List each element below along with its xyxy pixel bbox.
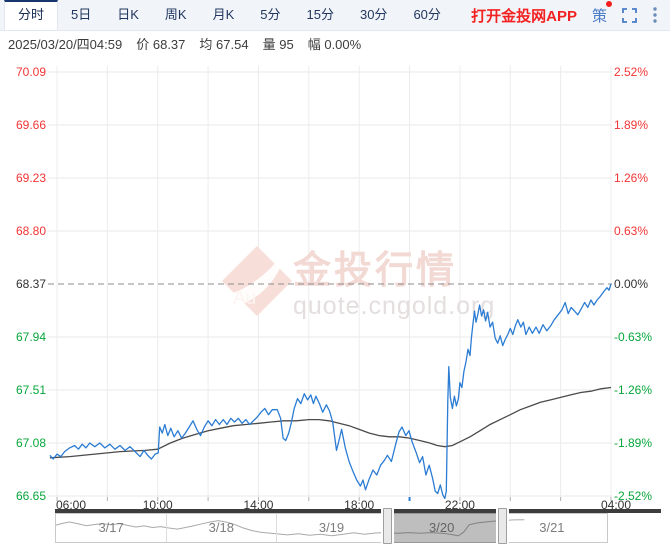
navigator-date-3-19: 3/19	[318, 520, 345, 535]
period-tabs: 分时 5日 日K 周K 月K 5分 15分 30分 60分	[4, 0, 454, 30]
navigator-day-separator	[166, 514, 168, 542]
kebab-menu-icon[interactable]	[652, 6, 658, 24]
right-axis-label: 0.63%	[614, 224, 649, 238]
fullscreen-icon[interactable]	[622, 7, 637, 23]
tab-5min[interactable]: 5分	[260, 7, 281, 22]
quote-volume: 量 95	[262, 36, 294, 52]
quote-price: 价 68.37	[136, 36, 186, 52]
navigator-sparkline	[56, 519, 525, 537]
strategy-button-label: 策	[591, 7, 607, 25]
right-axis-label: 1.26%	[614, 171, 649, 185]
toolbar: 分时 5日 日K 周K 月K 5分 15分 30分 60分 打开金投网APP 策	[0, 0, 670, 31]
tab-60min[interactable]: 60分	[413, 7, 441, 22]
toolbar-right: 打开金投网APP 策	[471, 0, 670, 30]
navigator-date-3-17: 3/17	[98, 520, 124, 535]
time-axis-label: 10:00	[142, 498, 173, 512]
open-app-link[interactable]: 打开金投网APP	[471, 7, 577, 25]
left-axis-label: 67.51	[15, 383, 46, 397]
navigator-date-3-20: 3/20	[429, 520, 455, 535]
right-axis-label: 1.89%	[614, 118, 649, 132]
time-axis-label: 14:00	[243, 498, 274, 512]
tab-5day[interactable]: 5日	[71, 7, 92, 22]
tab-daily-k[interactable]: 日K	[117, 7, 139, 22]
time-axis-label: 06:00	[55, 498, 87, 512]
left-axis-label: 66.65	[15, 489, 46, 503]
right-axis-label: -2.52%	[614, 489, 653, 503]
left-axis-label: 69.66	[15, 118, 46, 132]
navigator-right-handle[interactable]	[498, 508, 508, 544]
watermark-url: quote.cngold.org	[293, 292, 495, 320]
time-axis-label: 22:00	[444, 498, 475, 512]
average-line	[49, 386, 612, 459]
navigator-left-handle[interactable]	[383, 508, 393, 544]
quote-info-bar: 2025/03/20/四04:59 价 68.37 均 67.54 量 95 幅…	[0, 31, 670, 55]
right-axis-label: 2.52%	[614, 65, 649, 79]
right-axis-label: -1.26%	[614, 383, 653, 397]
time-axis-label: 04:00	[600, 498, 632, 512]
navigator-selection[interactable]	[387, 513, 503, 543]
tab-15min[interactable]: 15分	[306, 7, 334, 22]
quote-datetime: 2025/03/20/四04:59	[8, 36, 123, 52]
navigator-scroll-track[interactable]	[55, 509, 661, 513]
time-axis-label: 18:00	[344, 498, 375, 512]
left-axis-label: 68.37	[15, 277, 46, 291]
watermark-logo: Au	[233, 288, 256, 309]
watermark-brand: 金投行情	[292, 249, 457, 292]
notification-dot	[606, 0, 612, 7]
left-axis-label: 67.94	[15, 330, 46, 344]
quote-change: 幅 0.00%	[307, 36, 362, 52]
navigator[interactable]: 3/17 3/18 3/19 3/20 3/21	[55, 513, 608, 543]
right-axis-label: -0.63%	[614, 330, 653, 344]
left-axis-label: 67.08	[15, 436, 46, 450]
navigator-date-3-18: 3/18	[208, 520, 234, 535]
tab-fenshi[interactable]: 分时	[4, 0, 59, 30]
quote-average: 均 67.54	[199, 36, 249, 52]
strategy-button[interactable]: 策	[591, 0, 612, 26]
tab-monthly-k[interactable]: 月K	[212, 7, 235, 22]
tab-30min[interactable]: 30分	[359, 7, 388, 22]
left-axis-label: 68.80	[15, 224, 46, 238]
right-axis-label: 0.00%	[614, 277, 649, 291]
left-axis-label: 69.23	[15, 171, 46, 185]
left-axis-label: 70.09	[15, 65, 46, 79]
price-line	[49, 283, 612, 500]
tab-weekly-k[interactable]: 周K	[164, 7, 187, 22]
navigator-day-separator	[496, 514, 498, 542]
navigator-day-separator	[276, 514, 278, 542]
right-axis-label: -1.89%	[614, 436, 653, 450]
navigator-date-3-21: 3/21	[539, 520, 565, 535]
